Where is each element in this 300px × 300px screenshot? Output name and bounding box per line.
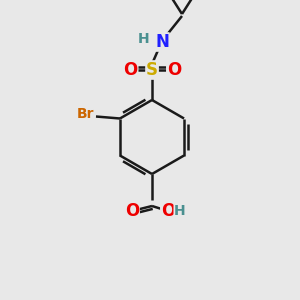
Text: Br: Br <box>77 107 95 122</box>
Text: O: O <box>123 61 137 79</box>
Text: O: O <box>125 202 139 220</box>
Text: H: H <box>138 32 150 46</box>
Text: H: H <box>174 204 186 218</box>
Text: S: S <box>146 61 158 79</box>
Text: O: O <box>167 61 181 79</box>
Text: O: O <box>161 202 175 220</box>
Text: N: N <box>155 33 169 51</box>
